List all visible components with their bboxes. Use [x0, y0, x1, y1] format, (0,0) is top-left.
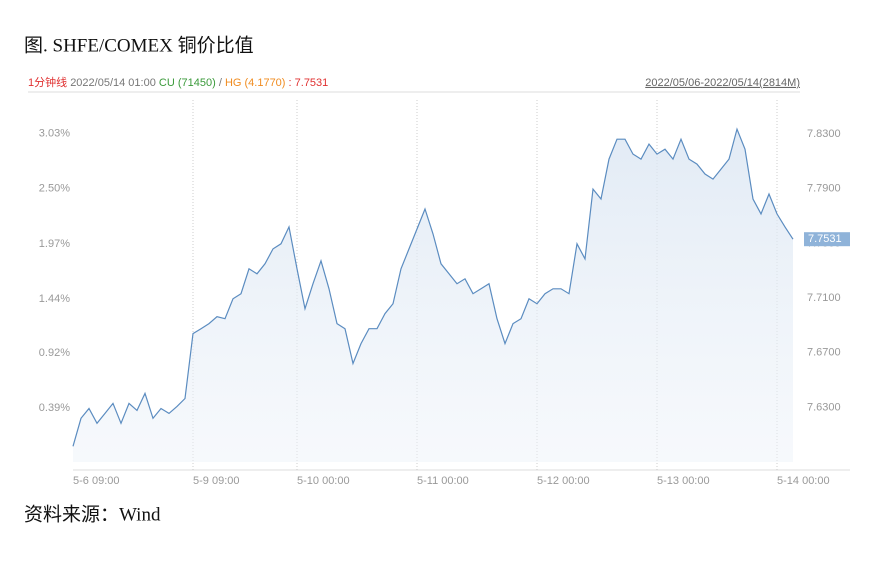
separator: /: [219, 77, 223, 89]
y2-tick-label: 3.03%: [39, 128, 70, 140]
interval: 1分钟线: [28, 75, 67, 89]
source: 资料来源：Wind: [24, 503, 161, 525]
y2-tick-label: 0.92%: [39, 347, 70, 359]
last-value-label: 7.7531: [808, 233, 842, 245]
y2-tick-label: 1.44%: [39, 293, 70, 305]
x-tick-label: 5-6 09:00: [73, 475, 119, 487]
x-tick-label: 5-11 00:00: [417, 475, 469, 487]
last-value-badge: [804, 232, 850, 247]
y2-tick-label: 1.97%: [39, 238, 70, 250]
x-tick-label: 5-10 00:00: [297, 475, 350, 487]
y-tick-label: 7.7100: [807, 292, 841, 304]
y-tick-label: 7.6300: [807, 401, 841, 413]
range-label: 2022/05/06-2022/05/14(2814M): [645, 77, 800, 89]
hg-label: HG (4.1770): [225, 77, 286, 89]
area: [73, 129, 793, 462]
x-tick-label: 5-12 00:00: [537, 475, 590, 487]
y-tick-label: 7.7900: [807, 183, 841, 195]
y2-tick-label: 2.50%: [39, 183, 70, 195]
ratio-label: : 7.7531: [289, 77, 329, 89]
y2-tick-label: 0.39%: [39, 402, 70, 414]
datetime: 2022/05/14 01:00: [70, 77, 156, 89]
cu-label: CU (71450): [159, 77, 216, 89]
x-tick-label: 5-14 00:00: [777, 475, 830, 487]
y-tick-label: 7.6700: [807, 347, 841, 359]
chart-header: 1分钟线 2022/05/14 01:00 CU (71450) / HG (4…: [28, 75, 328, 89]
x-tick-label: 5-9 09:00: [193, 475, 239, 487]
chart-title: 图. SHFE/COMEX 铜价比值: [24, 34, 254, 56]
line: [72, 127, 794, 447]
x-tick-label: 5-13 00:00: [657, 475, 710, 487]
y-tick-label: 7.8300: [807, 128, 841, 140]
